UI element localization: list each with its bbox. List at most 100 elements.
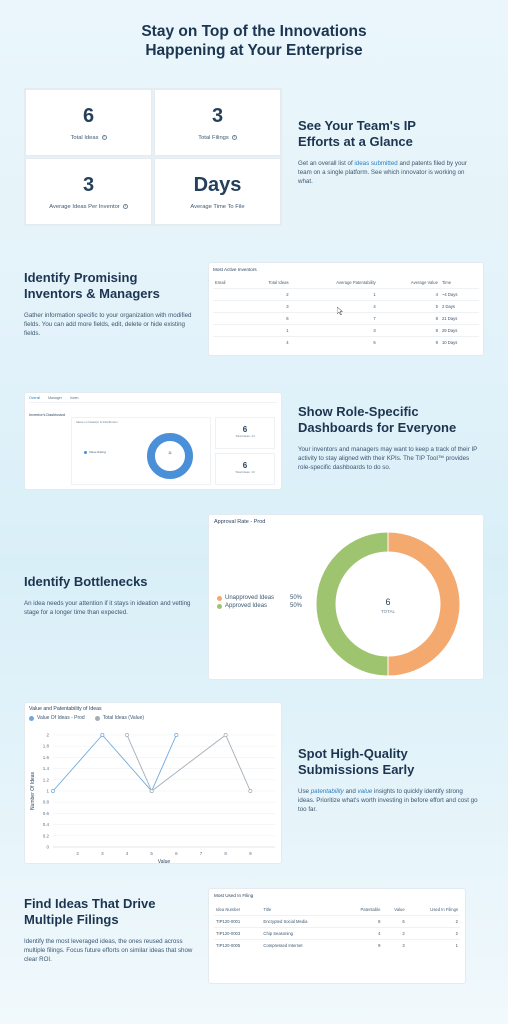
table-cell: 4 (290, 300, 378, 313)
table-cell: 29 Days (439, 324, 479, 337)
x-tick-label: 8 (224, 851, 227, 856)
desc-text: and patents filed by your team on a sing… (298, 160, 467, 185)
y-tick-label: 0.2 (43, 833, 50, 838)
info-icon[interactable]: i (101, 135, 107, 140)
table-cell (213, 312, 242, 325)
heading-line: Spot High-Quality (298, 746, 408, 761)
column-header[interactable]: Email (215, 280, 226, 285)
heading-line: Multiple Filings (24, 912, 119, 927)
data-point[interactable] (149, 789, 154, 793)
heading-line: Submissions Early (298, 762, 415, 777)
legend-item: Value Of Ideas - Prod (29, 715, 85, 721)
hero-title-line2: Happening at Your Enterprise (145, 42, 363, 59)
table-cell: 8 (377, 324, 440, 337)
kpi-label: Total Ideas: 13 (235, 470, 255, 474)
section3-heading: Show Role-Specific Dashboards for Everyo… (298, 404, 478, 436)
approval-donut-chart (315, 531, 461, 677)
table-row[interactable]: TIP120-0001 Encrypted Social Media 8 6 2 (214, 915, 460, 928)
series-line-0 (52, 734, 177, 792)
approval-rate-card: Approval Rate - Prod Unapproved Ideas 50%… (208, 514, 484, 680)
desc-text: and (343, 788, 358, 795)
table-row[interactable]: 6 7 8 21 Days (213, 312, 479, 325)
column-header[interactable]: Idea Number (216, 907, 241, 912)
column-header[interactable]: Title (263, 907, 272, 912)
patentability-link[interactable]: patentability (310, 788, 344, 795)
data-point[interactable] (223, 733, 228, 737)
data-point[interactable] (125, 733, 129, 737)
ideas-submitted-link[interactable]: ideas submitted (354, 160, 398, 167)
table-cell: 5 (377, 300, 440, 313)
table-row[interactable]: 1 3 8 29 Days (213, 324, 479, 337)
donut-center-label: TOTAL (380, 609, 396, 614)
line-chart-legend: Value Of Ideas - Prod Total Ideas (Value… (29, 715, 281, 721)
column-header[interactable]: Time (441, 280, 452, 285)
y-tick-label: 1.6 (43, 755, 50, 760)
section5-description: Use patentability and value insights to … (298, 787, 478, 814)
dashboard-donut (147, 433, 193, 479)
table-cell: 2 Days (439, 300, 479, 313)
table-cell: 1 (406, 939, 460, 951)
table-row[interactable]: 4 6 9 10 Days (213, 336, 479, 348)
table-row[interactable]: 2 1 4 ~4 Days (213, 288, 479, 301)
table-cell: 1 (242, 324, 291, 337)
x-tick-label: 3 (101, 851, 104, 856)
info-icon[interactable]: i (122, 204, 128, 209)
tab-manager[interactable]: Manager (48, 396, 62, 400)
dashboard-tabs: Overall Manager Inven (29, 396, 277, 403)
section6-description: Identify the most leveraged ideas, the o… (24, 938, 193, 963)
kpi-card: 6 Total Ideas: 13 (215, 453, 275, 485)
table-cell: 8 (377, 312, 440, 325)
tab-overall[interactable]: Overall (29, 396, 41, 400)
data-point[interactable] (100, 733, 105, 737)
stat-average-ideas-per-inventor: 3 Average Ideas Per Inventor i (25, 158, 152, 225)
y-tick-label: 0 (46, 845, 49, 850)
heading-line: Identify Promising (24, 270, 138, 285)
x-tick-label: 7 (200, 851, 203, 856)
column-header[interactable]: Patentable (360, 907, 381, 912)
data-point[interactable] (51, 789, 55, 793)
column-header[interactable]: Average Patentability (336, 280, 376, 285)
table-cell: 6 (242, 312, 291, 325)
section5-heading: Spot High-Quality Submissions Early (298, 746, 478, 778)
y-tick-label: 0.6 (43, 811, 50, 816)
column-header[interactable]: Value (394, 907, 405, 912)
data-point[interactable] (174, 733, 179, 737)
value-link[interactable]: value (357, 788, 373, 795)
chart-caption: Ideas on Ideation & Distribution (76, 420, 118, 424)
section3-description: Your inventors and managers may want to … (298, 446, 478, 471)
dashboard-chart-panel: Ideas on Ideation & Distribution Value R… (71, 417, 211, 485)
stat-total-filings: 3 Total Filings i (154, 89, 281, 156)
tab-inventor[interactable]: Inven (69, 396, 79, 400)
y-tick-label: 0.8 (43, 800, 50, 805)
table-cell: 9 (342, 939, 383, 951)
stat-value: 6 (82, 104, 95, 127)
card-title: Most Active Inventors (213, 267, 257, 272)
donut-slice-1[interactable] (315, 531, 389, 677)
hero-title: Stay on Top of the Innovations Happening… (0, 22, 508, 60)
table-cell: 21 Days (439, 312, 479, 325)
table-cell: 1 (290, 288, 378, 301)
legend-label: Total Ideas (Value) (102, 715, 145, 721)
info-icon[interactable]: i (231, 135, 237, 140)
column-header[interactable]: Used In Filings (430, 907, 458, 912)
legend-label: Unapproved Ideas (225, 595, 275, 601)
y-tick-label: 2 (46, 733, 49, 738)
table-row[interactable]: TIP120-0003 Chip Seasoning 4 2 2 (214, 927, 460, 940)
table-cell: TIP120-0003 (214, 927, 262, 940)
legend-label: Approved Ideas (225, 603, 268, 609)
legend-unapproved: Unapproved Ideas 50% (217, 595, 302, 601)
x-tick-label: 4 (126, 851, 129, 856)
table-row[interactable]: TIP120-0005 Compressed Internet 9 3 1 (214, 939, 460, 951)
table-cell: Compressed Internet (261, 939, 343, 951)
column-header[interactable]: Total Ideas (268, 280, 289, 285)
table-cell: 4 (342, 927, 383, 940)
most-used-in-filing-card: Most Used In Filing Idea Number Title Pate… (208, 888, 466, 984)
column-header[interactable]: Average Value (410, 280, 438, 285)
most-active-inventors-card: Most Active Inventors Email Total Ideas Av… (208, 262, 484, 356)
inventor-dashboard-card: Overall Manager Inven Inventor's Dashboa… (24, 392, 282, 490)
table-cell (213, 324, 242, 337)
table-cell: 4 (242, 336, 291, 348)
section4-heading: Identify Bottlenecks (24, 574, 148, 589)
data-point[interactable] (248, 789, 253, 793)
